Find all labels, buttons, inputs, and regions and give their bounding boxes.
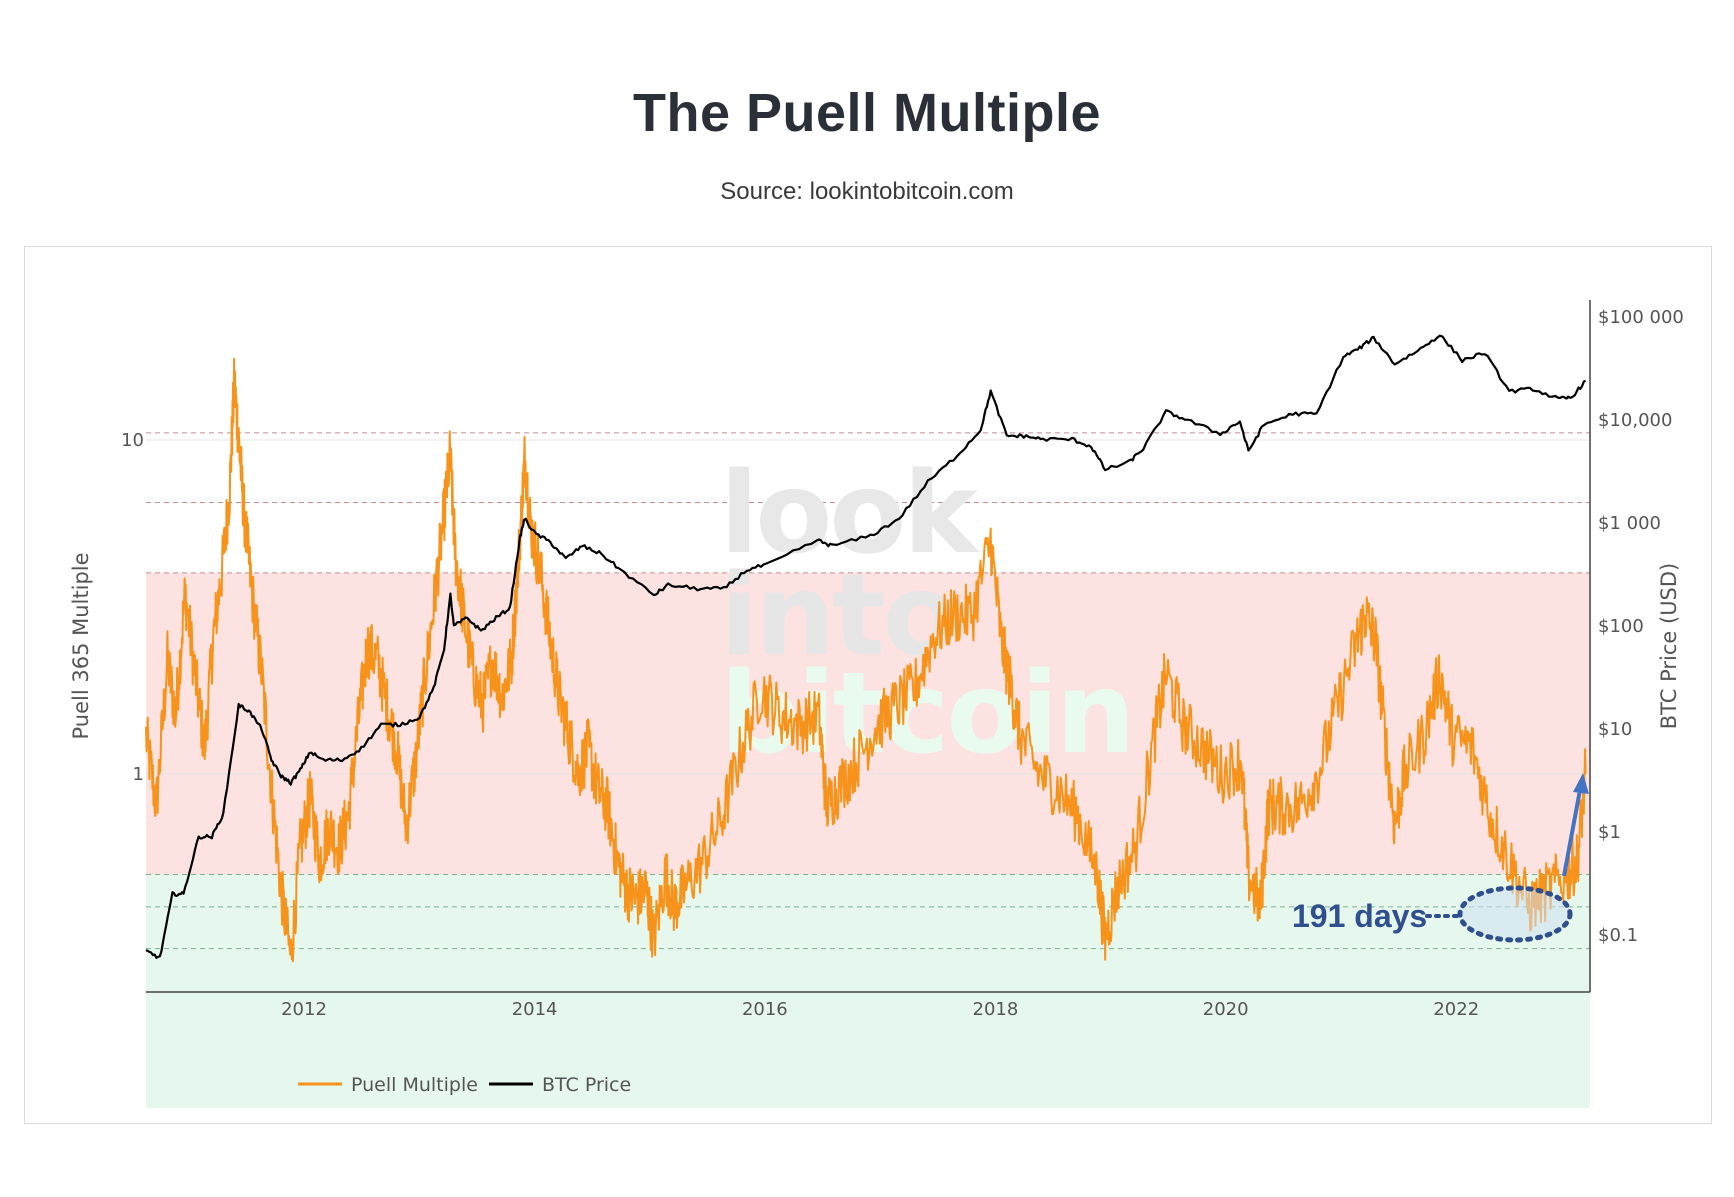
- legend-label-btc: BTC Price: [542, 1074, 631, 1096]
- y2-tick-label: $100: [1598, 616, 1644, 637]
- chart-subtitle: Source: lookintobitcoin.com: [720, 178, 1014, 205]
- grid-lines: [146, 432, 1590, 950]
- chart-axes: [146, 300, 1591, 993]
- x-tick-label: 2012: [281, 999, 327, 1020]
- x-tick-label: 2020: [1203, 999, 1249, 1020]
- x-tick-label: 2018: [973, 999, 1019, 1020]
- annotation-ellipse: [1457, 885, 1573, 943]
- axis-ticks: 2012 2014 2016 2018 2020 2022 1 10 $0.1 $1 $10 $100…: [69, 307, 1684, 1020]
- y2-tick-label: $100 000: [1598, 307, 1684, 328]
- annotation-191-days: 191 days: [1292, 773, 1589, 943]
- btc-price-line: [145, 334, 1587, 959]
- watermark-into: into: [720, 551, 957, 681]
- annotation-label: 191 days: [1292, 898, 1427, 934]
- y2-tick-label: $0.1: [1598, 925, 1638, 946]
- annotation-arrowhead-icon: [1573, 773, 1589, 794]
- chart-legend: Puell Multiple BTC Price: [298, 1074, 631, 1096]
- y2-tick-label: $1 000: [1598, 513, 1661, 534]
- y-tick-label: 10: [121, 430, 144, 451]
- x-tick-label: 2014: [512, 999, 558, 1020]
- y2-tick-label: $10: [1598, 719, 1632, 740]
- lookintobitcoin-watermark: look into bitcoin: [720, 449, 1136, 779]
- y2-axis-title: BTC Price (USD): [1657, 563, 1681, 730]
- y2-tick-label: $1: [1598, 822, 1621, 843]
- y-tick-label: 1: [133, 764, 144, 785]
- chart-title: The Puell Multiple: [632, 83, 1102, 143]
- chart-series: [145, 334, 1587, 963]
- legend-label-puell: Puell Multiple: [351, 1074, 478, 1096]
- x-tick-label: 2016: [742, 999, 788, 1020]
- chart-frame: [24, 246, 1712, 1124]
- annotation-arrow-shaft: [1562, 789, 1582, 877]
- y2-tick-label: $10,000: [1598, 410, 1672, 431]
- puell-multiple-line: [145, 357, 1587, 963]
- x-tick-label: 2022: [1433, 999, 1479, 1020]
- watermark-bitcoin: bitcoin: [720, 649, 1133, 779]
- y-axis-title: Puell 365 Multiple: [69, 552, 93, 739]
